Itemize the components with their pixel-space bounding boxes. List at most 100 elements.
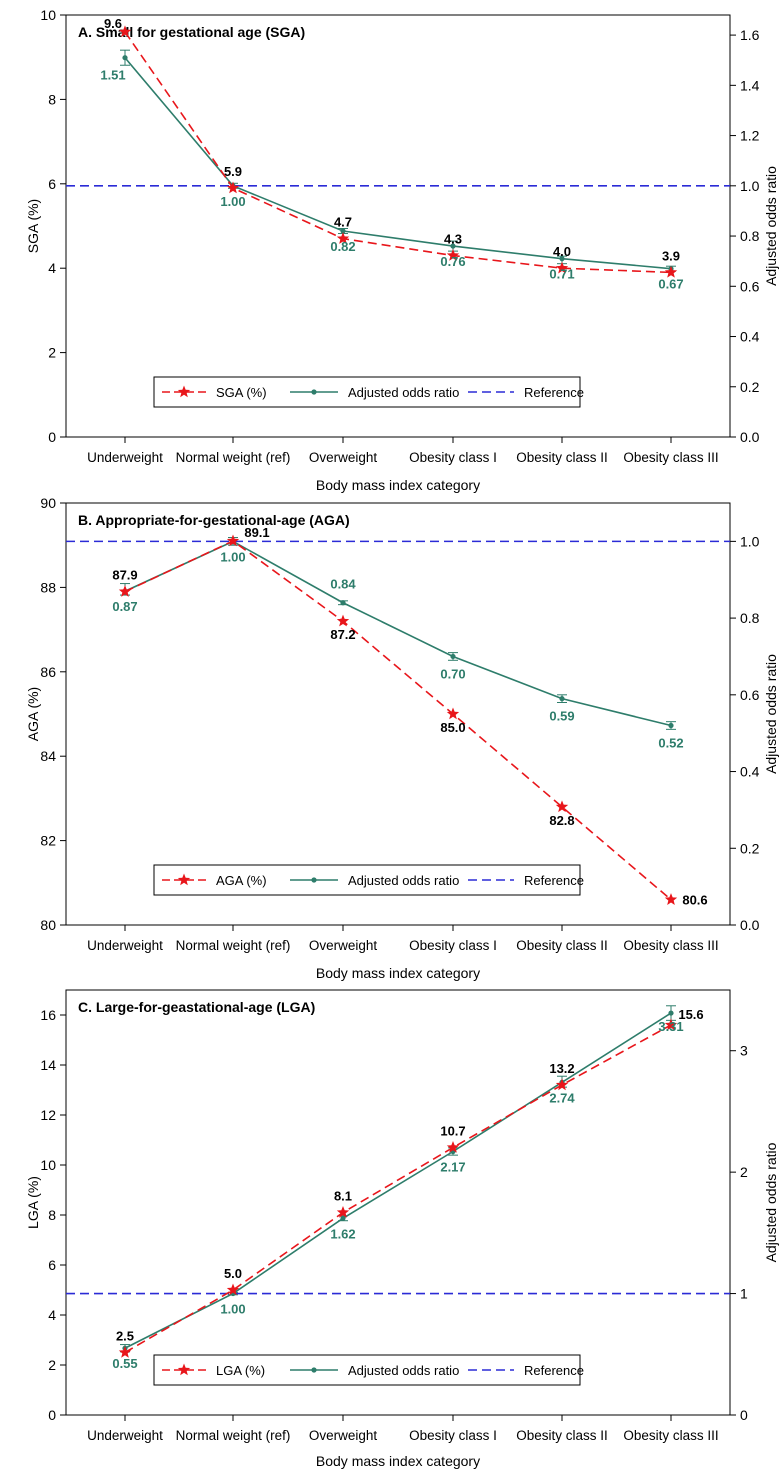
x-tick-label: Obesity class II [516, 1428, 608, 1443]
y-tick-label: 10 [40, 7, 56, 23]
y-tick-label: 6 [48, 1257, 56, 1273]
percent-data-label: 87.2 [330, 627, 355, 642]
y-axis-label: AGA (%) [25, 687, 41, 741]
x-tick-label: Obesity class III [623, 1428, 718, 1443]
percent-data-label: 4.0 [553, 244, 571, 259]
legend-star [177, 385, 191, 398]
odds-ratio-data-label: 1.00 [220, 1302, 245, 1317]
y-tick-label: 86 [40, 664, 56, 680]
series-line-odds-ratio [124, 1012, 672, 1349]
percent-point-star [446, 1141, 460, 1153]
y-axis-label: LGA (%) [25, 1176, 41, 1229]
chart-title: A. Small for gestational age (SGA) [78, 24, 305, 40]
y-tick-label: 8 [48, 91, 56, 107]
odds-ratio-data-label: 0.76 [440, 254, 465, 269]
legend-box [153, 376, 581, 408]
percent-point-star [336, 232, 350, 244]
y2-tick-label: 0.8 [740, 228, 760, 244]
legend-label-reference: Reference [524, 385, 584, 400]
legend: LGA (%) Adjusted odds ratio Reference [153, 1354, 584, 1386]
plot-frame [65, 502, 731, 926]
y-tick-label: 0 [48, 1407, 56, 1423]
y-tick-label: 90 [40, 495, 56, 511]
y2-tick-label: 0.0 [740, 429, 760, 445]
legend-label-percent: AGA (%) [216, 873, 267, 888]
x-tick-label: Obesity class III [623, 450, 718, 465]
x-tick-label: Overweight [309, 450, 378, 465]
odds-ratio-point [450, 653, 456, 660]
percent-data-label: 13.2 [549, 1061, 574, 1076]
legend-label-odds-ratio: Adjusted odds ratio [348, 873, 459, 888]
legend-dot [311, 389, 317, 395]
percent-point-star [118, 25, 132, 38]
percent-point-star [555, 800, 569, 813]
odds-ratio-data-label: 2.74 [549, 1090, 575, 1105]
percent-point-star [226, 181, 240, 194]
legend-label-percent: LGA (%) [216, 1363, 265, 1378]
y2-tick-label: 1.0 [740, 533, 760, 549]
percent-point-star [226, 1283, 240, 1296]
y-tick-label: 0 [48, 429, 56, 445]
odds-ratio-data-label: 0.71 [549, 267, 574, 282]
y2-axis-label: Adjusted odds ratio [763, 654, 779, 774]
y2-tick-label: 0.2 [740, 840, 760, 856]
y-tick-label: 14 [40, 1057, 56, 1073]
y2-axis-label: Adjusted odds ratio [763, 166, 779, 286]
x-tick-label: Obesity class II [516, 450, 608, 465]
y2-tick-label: 0.8 [740, 610, 760, 626]
chart-panel-2: 80 82 84 86 88 90 0.0 0.2 0.4 0.6 0.8 1.0 Underweigh… [25, 495, 779, 981]
odds-ratio-data-label: 0.55 [112, 1356, 137, 1371]
percent-data-label: 80.6 [682, 893, 707, 908]
y-tick-label: 12 [40, 1107, 56, 1123]
odds-ratio-data-label: 0.70 [440, 666, 465, 681]
legend-dot [311, 1367, 317, 1373]
legend-box [153, 864, 581, 896]
percent-data-label: 5.9 [224, 164, 242, 179]
percent-data-label: 82.8 [549, 813, 574, 828]
y2-tick-label: 0.2 [740, 379, 760, 395]
percent-point-star [336, 1206, 350, 1218]
odds-ratio-data-label: 1.00 [220, 194, 245, 209]
percent-point-star [446, 249, 460, 261]
x-axis-label: Body mass index category [316, 1453, 480, 1469]
plot-frame [65, 989, 731, 1416]
y-tick-label: 4 [48, 260, 56, 276]
x-tick-label: Obesity class I [409, 1428, 497, 1443]
x-tick-label: Underweight [87, 1428, 163, 1443]
series-line-percent [124, 31, 672, 274]
percent-data-label: 15.6 [678, 1007, 703, 1022]
y2-tick-label: 0.6 [740, 687, 760, 703]
x-tick-label: Normal weight (ref) [176, 1428, 291, 1443]
odds-ratio-point [122, 55, 128, 61]
percent-data-label: 9.6 [104, 16, 122, 31]
x-tick-label: Normal weight (ref) [176, 450, 291, 465]
legend-label-reference: Reference [524, 873, 584, 888]
legend-dot [311, 877, 317, 883]
percent-data-label: 8.1 [334, 1189, 352, 1204]
x-tick-label: Obesity class I [409, 450, 497, 465]
odds-ratio-data-label: 3.31 [658, 1019, 683, 1034]
y2-tick-label: 0 [740, 1407, 748, 1423]
odds-ratio-data-label: 1.62 [330, 1226, 355, 1241]
y-tick-label: 2 [48, 345, 56, 361]
x-tick-label: Normal weight (ref) [176, 938, 291, 953]
y2-tick-label: 0.6 [740, 278, 760, 294]
x-tick-label: Obesity class I [409, 938, 497, 953]
odds-ratio-data-label: 0.52 [658, 736, 683, 751]
y-tick-label: 6 [48, 176, 56, 192]
y-tick-label: 2 [48, 1357, 56, 1373]
chart-title: C. Large-for-geastational-age (LGA) [78, 999, 315, 1015]
y2-tick-label: 0.0 [740, 917, 760, 933]
x-axis-label: Body mass index category [316, 477, 480, 493]
y2-tick-label: 0.4 [740, 329, 760, 345]
y-tick-label: 84 [40, 748, 56, 764]
odds-ratio-data-label: 1.00 [220, 549, 245, 564]
legend-label-odds-ratio: Adjusted odds ratio [348, 1363, 459, 1378]
y2-axis-label: Adjusted odds ratio [763, 1142, 779, 1262]
y-tick-label: 10 [40, 1157, 56, 1173]
percent-point-star [118, 1346, 132, 1358]
plot-frame [65, 14, 731, 438]
odds-ratio-data-label: 2.17 [440, 1160, 465, 1175]
